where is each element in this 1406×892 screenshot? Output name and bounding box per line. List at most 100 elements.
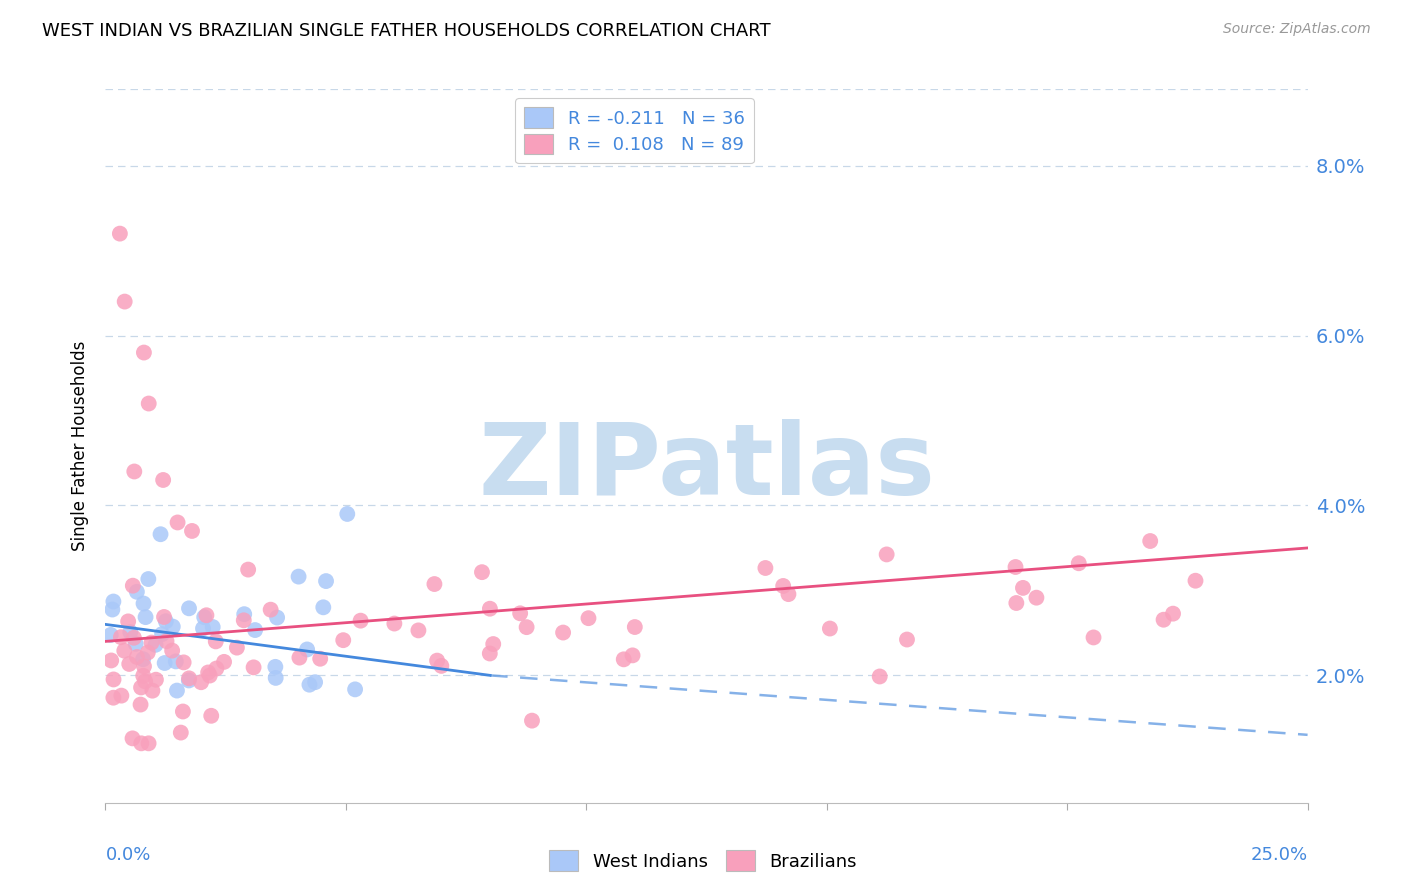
Point [117,615,139,629]
Point [509,607,531,621]
Point [264,671,287,685]
Point [100,628,122,642]
Legend: R = -0.211   N = 36, R =  0.108   N = 89: R = -0.211 N = 36, R = 0.108 N = 89 [515,98,754,163]
Text: ZIPatlas: ZIPatlas [478,419,935,516]
Point [332,633,354,648]
Point [233,607,256,622]
Point [876,548,898,562]
Point [1083,631,1105,645]
Point [430,659,453,673]
Point [344,682,367,697]
Text: WEST INDIAN VS BRAZILIAN SINGLE FATHER HOUSEHOLDS CORRELATION CHART: WEST INDIAN VS BRAZILIAN SINGLE FATHER H… [42,22,770,40]
Point [166,683,188,698]
Point [155,614,177,628]
Point [818,622,841,636]
Point [204,634,226,648]
Point [520,714,543,728]
Point [198,668,221,682]
Point [125,584,148,599]
Point [177,671,200,685]
Point [869,669,891,683]
Text: 25.0%: 25.0% [1250,846,1308,863]
Text: 0.0%: 0.0% [105,846,150,863]
Point [112,643,135,657]
Point [124,465,146,479]
Point [121,731,143,746]
Point [170,725,193,739]
Point [304,675,326,690]
Point [153,656,176,670]
Point [778,587,800,601]
Point [287,569,309,583]
Point [191,622,214,636]
Point [621,648,644,663]
Text: Source: ZipAtlas.com: Source: ZipAtlas.com [1223,22,1371,37]
Point [482,637,505,651]
Point [138,572,160,586]
Point [134,674,156,689]
Point [132,345,155,359]
Point [1184,574,1206,588]
Point [309,651,332,665]
Point [772,579,794,593]
Point [177,673,200,688]
Point [150,627,173,641]
Point [408,624,430,638]
Point [129,681,152,695]
Point [181,524,204,538]
Point [243,623,266,637]
Point [108,227,131,241]
Point [160,643,183,657]
Point [110,689,132,703]
Point [551,625,574,640]
Point [1139,534,1161,549]
Point [1005,596,1028,610]
Point [103,690,125,705]
Point [149,527,172,541]
Point [260,602,283,616]
Point [197,665,219,680]
Point [349,614,371,628]
Point [1004,560,1026,574]
Y-axis label: Single Father Households: Single Father Households [72,341,90,551]
Point [165,654,187,668]
Point [124,637,146,651]
Point [155,634,177,648]
Point [110,630,132,644]
Point [129,698,152,712]
Point [426,654,449,668]
Point [212,655,235,669]
Point [138,736,160,750]
Point [152,473,174,487]
Point [1012,581,1035,595]
Point [200,708,222,723]
Point [141,635,163,649]
Point [242,660,264,674]
Point [624,620,647,634]
Point [141,683,163,698]
Point [423,577,446,591]
Point [264,660,287,674]
Point [177,601,200,615]
Point [166,516,188,530]
Point [125,650,148,665]
Point [516,620,538,634]
Point [138,396,160,410]
Point [613,652,636,666]
Point [145,673,167,687]
Point [201,620,224,634]
Point [225,640,247,655]
Point [266,610,288,624]
Point [120,625,142,640]
Point [132,669,155,683]
Point [195,608,218,623]
Point [336,507,359,521]
Point [132,652,155,666]
Point [101,602,124,616]
Point [135,610,157,624]
Point [232,613,254,627]
Point [298,678,321,692]
Point [121,579,143,593]
Point [114,294,136,309]
Point [478,647,501,661]
